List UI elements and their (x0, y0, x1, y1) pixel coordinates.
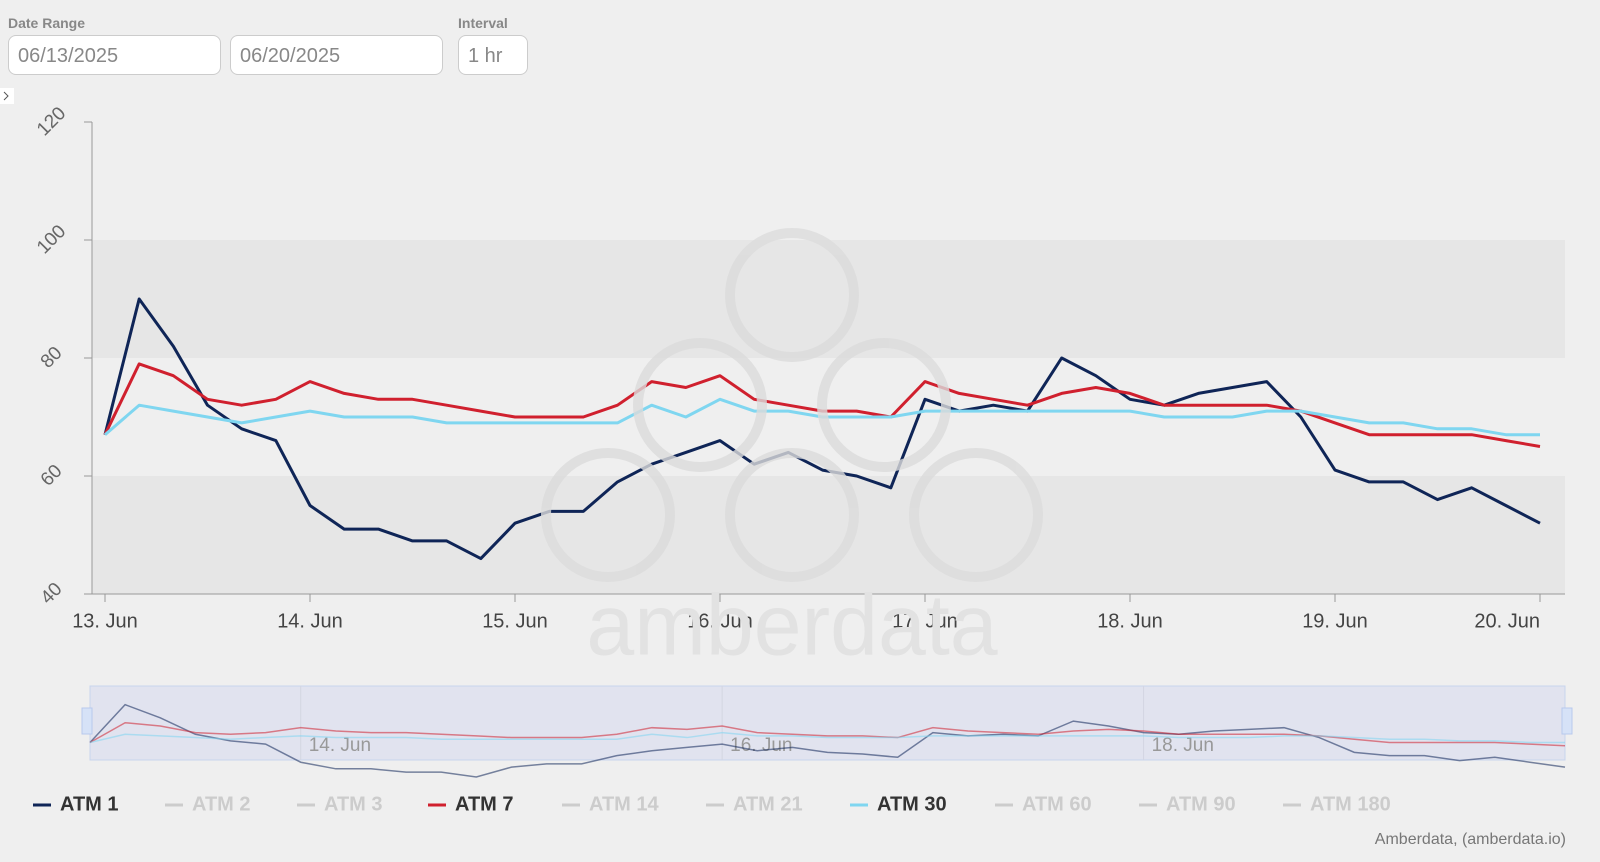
legend-item[interactable]: ATM 2 (192, 793, 251, 815)
x-tick-label: 18. Jun (1097, 610, 1163, 632)
y-tick-label: 120 (33, 103, 70, 140)
x-tick-label: 17. Jun (892, 610, 958, 632)
plot-band (92, 240, 1565, 358)
y-tick-label: 40 (37, 579, 67, 609)
x-tick-label: 14. Jun (277, 610, 343, 632)
interval-label: Interval (458, 15, 508, 31)
navigator-handle-left[interactable] (81, 707, 93, 735)
legend-item[interactable]: ATM 30 (877, 793, 947, 815)
toggle-arrow (3, 91, 9, 101)
navigator-label: 14. Jun (309, 735, 371, 756)
sidebar-toggle[interactable] (0, 88, 14, 104)
navigator-line (89, 731, 1565, 744)
start-date-input[interactable]: 06/13/2025 (8, 35, 221, 75)
legend-item[interactable]: ATM 21 (733, 793, 803, 815)
x-tick-label: 16. Jun (687, 610, 753, 632)
y-tick-label: 80 (37, 343, 67, 373)
end-date-input[interactable]: 06/20/2025 (230, 35, 443, 75)
date-range-label: Date Range (8, 15, 86, 31)
legend-item[interactable]: ATM 90 (1166, 793, 1236, 815)
legend-item[interactable]: ATM 60 (1022, 793, 1092, 815)
navigator-label: 18. Jun (1152, 735, 1214, 756)
series-line (103, 297, 1541, 561)
legend-item[interactable]: ATM 14 (589, 793, 660, 815)
legend-item[interactable]: ATM 7 (455, 793, 514, 815)
y-tick-label: 100 (33, 221, 70, 258)
watermark: amberdata (586, 578, 997, 674)
legend-item[interactable]: ATM 1 (60, 793, 119, 815)
legend-item[interactable]: ATM 180 (1310, 793, 1391, 815)
legend-item[interactable]: ATM 3 (324, 793, 383, 815)
y-tick-label: 60 (37, 461, 67, 491)
x-tick-label: 20. Jun (1474, 610, 1540, 632)
watermark-logo (541, 228, 1043, 582)
x-tick-label: 15. Jun (482, 610, 548, 632)
credits[interactable]: Amberdata, (amberdata.io) (1375, 831, 1566, 848)
x-tick-label: 13. Jun (72, 610, 138, 632)
navigator-label: 16. Jun (730, 735, 792, 756)
interval-input[interactable]: 1 hr (458, 35, 528, 75)
plot-band (92, 476, 1565, 594)
navigator-handle-right[interactable] (1561, 707, 1573, 735)
navigator-line (89, 703, 1566, 778)
x-tick-label: 19. Jun (1302, 610, 1368, 632)
